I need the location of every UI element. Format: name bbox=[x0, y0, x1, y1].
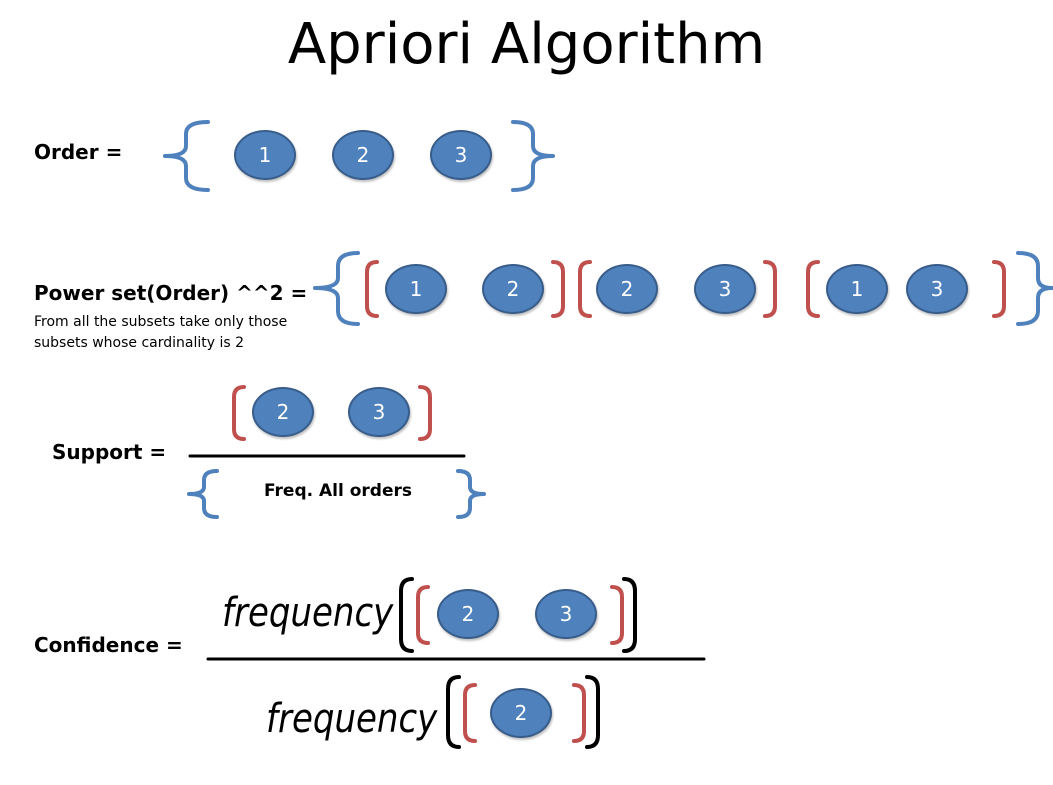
pair-2-item-2: 3 bbox=[694, 264, 756, 314]
support-denominator-left-brace bbox=[187, 469, 219, 519]
order-label: Order = bbox=[34, 140, 123, 164]
pair-2-left-paren bbox=[578, 260, 592, 318]
confidence-numerator-inner-left bbox=[416, 585, 430, 645]
order-right-brace bbox=[511, 120, 555, 192]
support-denominator-text: Freq. All orders bbox=[264, 481, 412, 501]
confidence-denominator-outer-left bbox=[446, 675, 461, 749]
confidence-label: Confidence = bbox=[34, 633, 183, 657]
pair-2-right-paren bbox=[763, 260, 777, 318]
confidence-numerator-item-2: 3 bbox=[535, 589, 597, 639]
power-set-left-brace bbox=[313, 251, 360, 326]
confidence-denominator-inner-left bbox=[463, 683, 477, 743]
power-set-note-line-2: subsets whose cardinality is 2 bbox=[34, 335, 244, 351]
confidence-denominator-item: 2 bbox=[490, 688, 552, 738]
pair-2-item-1: 2 bbox=[596, 264, 658, 314]
power-set-label: Power set(Order) ^^2 = bbox=[34, 281, 308, 305]
pair-1-left-paren bbox=[365, 260, 379, 318]
power-set-note-line-1: From all the subsets take only those bbox=[34, 314, 288, 330]
support-label: Support = bbox=[52, 440, 167, 464]
order-item-1: 1 bbox=[234, 130, 296, 180]
confidence-numerator-item-1: 2 bbox=[437, 589, 499, 639]
support-numerator-item-2: 3 bbox=[348, 387, 410, 437]
order-item-3: 3 bbox=[430, 130, 492, 180]
support-left-paren bbox=[232, 385, 246, 441]
support-numerator-item-1: 2 bbox=[252, 387, 314, 437]
support-right-paren bbox=[418, 385, 432, 441]
pair-3-left-paren bbox=[806, 260, 820, 318]
confidence-numerator-inner-right bbox=[610, 585, 624, 645]
support-denominator-right-brace bbox=[456, 469, 486, 519]
pair-3-item-1: 1 bbox=[826, 264, 888, 314]
slide-title: Apriori Algorithm bbox=[287, 12, 766, 77]
order-left-brace bbox=[163, 120, 210, 192]
pair-1-item-2: 2 bbox=[482, 264, 544, 314]
pair-1-right-paren bbox=[551, 260, 565, 318]
confidence-denominator-inner-right bbox=[572, 683, 586, 743]
confidence-denominator-outer-right bbox=[585, 675, 600, 749]
confidence-numerator-outer-left bbox=[399, 577, 414, 653]
confidence-numerator-frequency: frequency bbox=[222, 590, 394, 636]
pair-1-item-1: 1 bbox=[385, 264, 447, 314]
confidence-numerator-outer-right bbox=[622, 577, 637, 653]
order-item-2: 2 bbox=[332, 130, 394, 180]
pair-3-item-2: 3 bbox=[906, 264, 968, 314]
power-set-right-brace bbox=[1016, 251, 1053, 326]
pair-3-right-paren bbox=[992, 260, 1006, 318]
confidence-denominator-frequency: frequency bbox=[266, 696, 438, 742]
